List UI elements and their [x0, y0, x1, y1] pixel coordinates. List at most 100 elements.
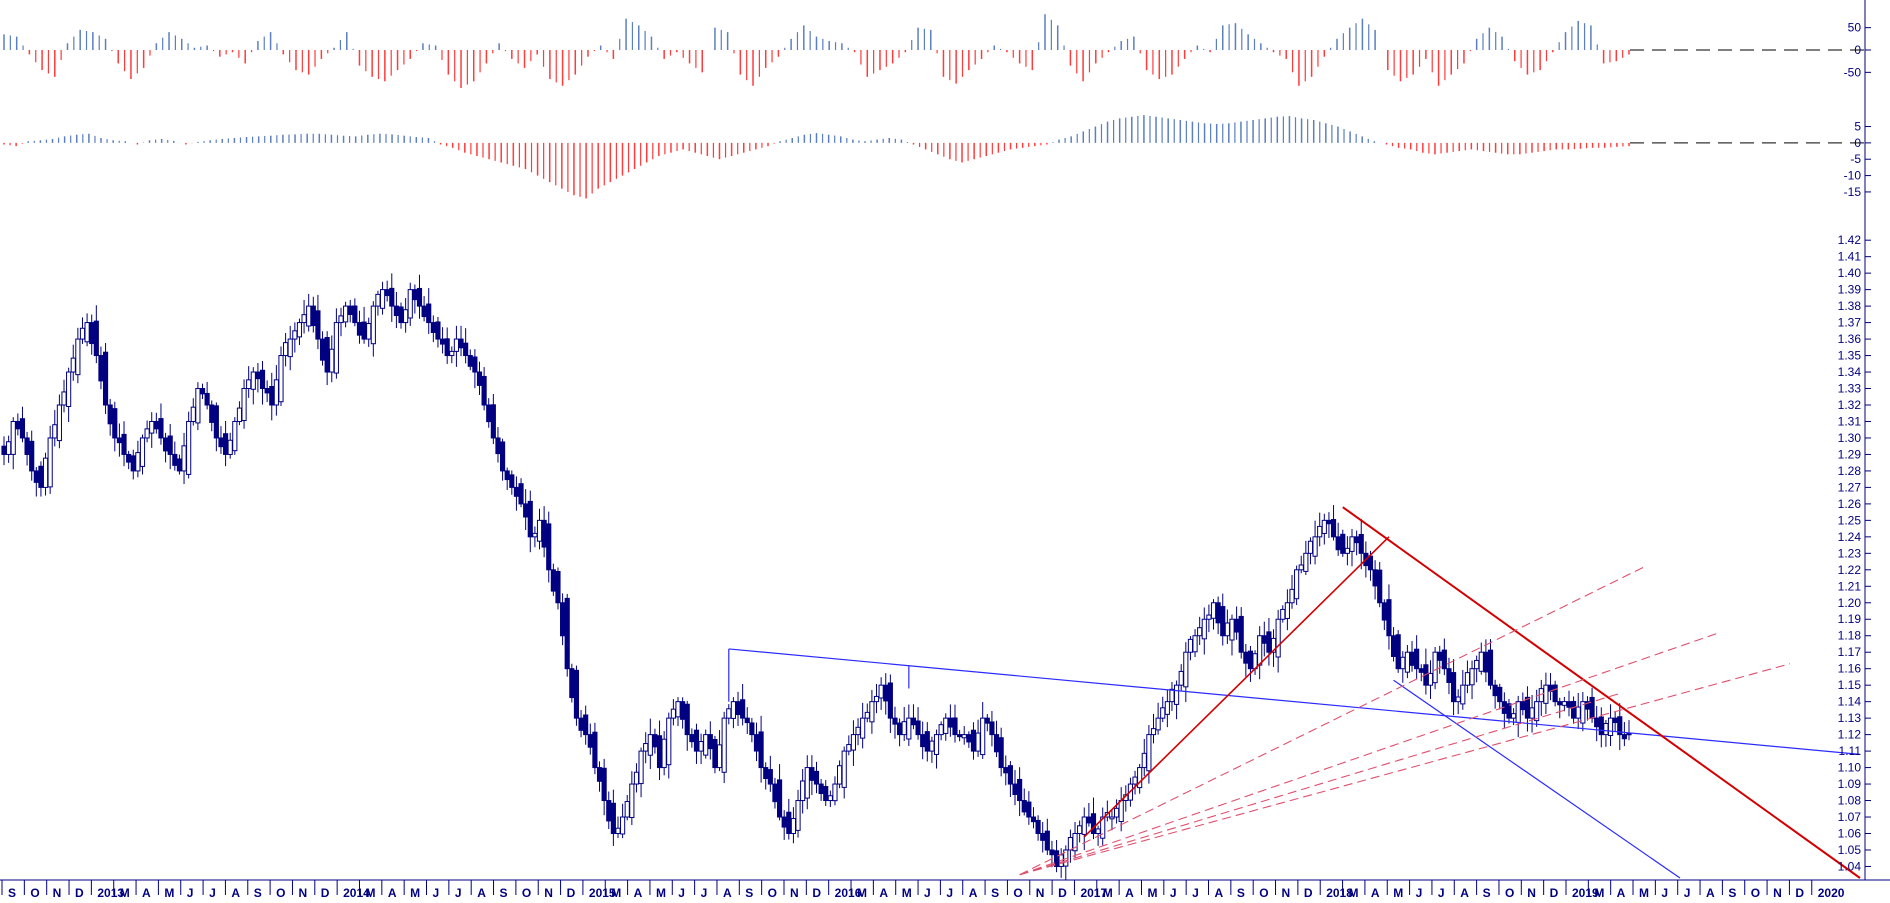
candle-body — [130, 455, 136, 472]
candle-body — [1118, 800, 1124, 823]
candle-body — [430, 322, 436, 333]
candle-body — [1478, 651, 1484, 672]
candle-body — [1109, 816, 1115, 820]
candle-body — [869, 701, 875, 723]
candle-body — [199, 388, 206, 395]
y-tick-label: -50 — [1844, 65, 1862, 79]
candle-body — [1437, 651, 1443, 661]
candle-body — [343, 305, 349, 323]
candle-body — [860, 717, 866, 739]
candle-body — [1474, 659, 1480, 670]
x-tick-label: J — [1192, 886, 1199, 900]
candle-body — [772, 783, 778, 803]
y-tick-label: 1.09 — [1838, 777, 1862, 791]
candle-body — [823, 786, 829, 802]
candle-body — [29, 440, 35, 472]
candle-body — [943, 717, 949, 734]
candle-body — [1210, 602, 1217, 619]
y-tick-label: 1.19 — [1838, 612, 1862, 626]
candle-body — [1003, 767, 1009, 774]
candle-body — [486, 404, 492, 423]
candle-body — [195, 388, 201, 424]
candle-body — [1340, 533, 1346, 554]
candle-body — [740, 699, 746, 719]
candle-body — [837, 765, 843, 785]
candle-body — [1206, 614, 1212, 620]
candle-body — [998, 737, 1004, 769]
candle-body — [504, 470, 510, 481]
candle-body — [615, 827, 621, 835]
x-tick-label: J — [678, 886, 685, 900]
candle-body — [800, 780, 806, 802]
x-tick-label: D — [1304, 886, 1313, 900]
candle-body — [684, 703, 690, 736]
candle-body — [753, 734, 760, 752]
y-tick-label: 1.35 — [1838, 349, 1862, 363]
candle-body — [1511, 713, 1517, 719]
y-tick-label: 1.38 — [1838, 299, 1862, 313]
candle-body — [352, 305, 358, 324]
y-tick-label: 1.18 — [1838, 629, 1862, 643]
candle-body — [296, 322, 303, 338]
candle-body — [384, 289, 390, 297]
candle-body — [1187, 638, 1194, 653]
y-tick-label: 1.34 — [1838, 365, 1862, 379]
x-tick-label: A — [231, 886, 240, 900]
candle-body — [42, 457, 49, 488]
candle-body — [1404, 651, 1410, 673]
x-tick-label: 2019 — [1572, 886, 1599, 900]
candle-body — [947, 717, 953, 728]
x-tick-label: A — [1125, 886, 1134, 900]
candle-body — [1330, 519, 1337, 538]
candle-body — [1580, 701, 1586, 724]
candle-body — [259, 369, 266, 390]
x-tick-label: N — [1282, 886, 1291, 900]
x-tick-label: M — [120, 886, 130, 900]
x-tick-label: N — [1773, 886, 1782, 900]
candle-body — [1317, 525, 1323, 538]
candle-body — [652, 734, 658, 748]
candle-body — [250, 371, 256, 390]
candle-body — [333, 322, 339, 374]
y-tick-label: 1.16 — [1838, 662, 1862, 676]
x-tick-label: S — [745, 886, 753, 900]
candle-body — [338, 315, 344, 324]
candle-body — [379, 289, 386, 309]
candle-body — [1354, 536, 1360, 544]
y-tick-label: 1.26 — [1838, 497, 1862, 511]
x-tick-label: J — [1170, 886, 1177, 900]
candle-body — [1552, 684, 1558, 703]
candle-body — [1026, 801, 1032, 818]
candle-body — [1395, 634, 1401, 670]
candle-body — [1257, 635, 1263, 666]
candle-body — [209, 404, 215, 423]
candle-body — [707, 734, 713, 750]
candle-body — [356, 322, 363, 336]
candle-body — [472, 356, 478, 373]
candle-body — [610, 802, 616, 835]
candle-body — [1487, 649, 1494, 686]
candle-body — [500, 441, 506, 472]
candle-body — [1603, 722, 1609, 736]
candle-body — [1261, 635, 1267, 644]
candle-body — [1137, 767, 1143, 789]
candle-body — [1492, 684, 1498, 697]
candle-body — [721, 717, 727, 773]
candle-body — [407, 289, 413, 319]
candle-body — [883, 684, 889, 702]
x-tick-label: D — [75, 886, 84, 900]
candle-body — [1367, 555, 1374, 571]
x-tick-label: M — [857, 886, 867, 900]
y-tick-label: -10 — [1844, 169, 1862, 183]
candle-body — [1515, 701, 1521, 723]
y-tick-label: 1.33 — [1838, 382, 1862, 396]
candle-body — [555, 571, 561, 604]
candle-body — [620, 816, 626, 835]
candle-body — [1621, 734, 1627, 740]
x-tick-label: D — [1550, 886, 1559, 900]
candle-body — [1280, 608, 1286, 620]
candle-body — [1169, 688, 1175, 703]
